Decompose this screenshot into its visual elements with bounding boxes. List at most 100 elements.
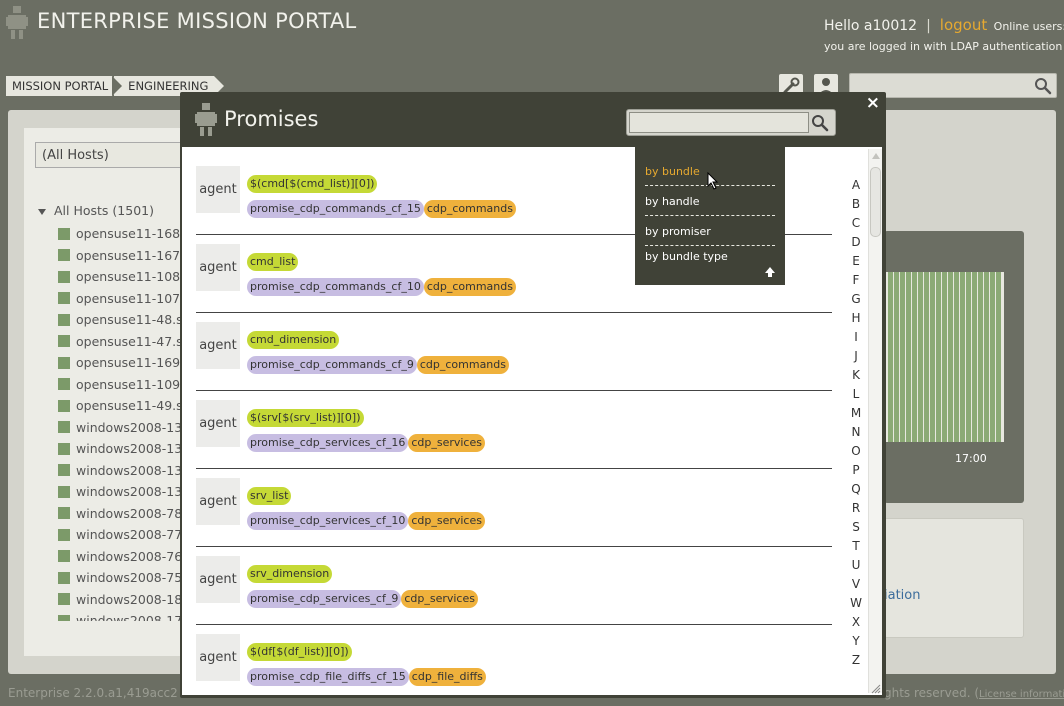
logout-link[interactable]: logout [939,16,988,34]
alphabet-letter[interactable]: K [852,368,860,382]
alphabet-letter[interactable]: O [851,444,861,458]
host-status-icon [58,356,70,369]
host-item[interactable]: opensuse11-167.s [58,245,183,267]
handle-tag[interactable]: promise_cdp_services_cf_16 [247,434,409,452]
close-button[interactable]: × [865,93,880,113]
auth-status: you are logged in with LDAP authenticati… [824,40,1063,53]
host-status-icon [58,227,70,240]
resize-grip-icon[interactable] [871,684,881,694]
promiser-tag[interactable]: srv_dimension [247,565,333,583]
host-item[interactable]: opensuse11-49.st [58,395,183,417]
host-item[interactable]: opensuse11-48.st [58,309,183,331]
alphabet-letter[interactable]: M [850,406,862,420]
handle-tag[interactable]: promise_cdp_file_diffs_cf_15 [247,668,409,686]
host-item[interactable]: opensuse11-47.st [58,331,183,353]
bundle-tag[interactable]: cdp_services [401,590,478,608]
alphabet-letter[interactable]: X [851,615,861,629]
promiser-tag[interactable]: $(df[$(df_list)][0]) [247,643,352,661]
alphabet-letter[interactable]: S [852,520,860,534]
alphabet-letter[interactable]: H [851,311,861,325]
breadcrumb-mission-portal[interactable]: MISSION PORTAL [6,76,123,96]
alphabet-letter[interactable]: D [851,235,861,249]
promise-type-label: agent [196,634,240,681]
alphabet-letter[interactable]: Y [852,634,860,648]
license-link[interactable]: License information [979,689,1064,700]
host-item[interactable]: opensuse11-168.s [58,223,183,245]
host-item[interactable]: windows2008-75. [58,567,183,589]
collapse-arrow-icon[interactable] [38,208,46,215]
alphabet-letter[interactable]: V [851,577,861,591]
info-link[interactable]: iation [884,588,921,603]
host-status-icon [58,249,70,262]
alphabet-letter[interactable]: E [852,254,860,268]
host-item[interactable]: windows2008-138 [58,417,183,439]
promiser-tag[interactable]: $(srv[$(srv_list)][0]) [247,409,364,427]
chart-bar [948,272,953,442]
alphabet-letter[interactable]: Z [851,653,861,667]
bundle-tag[interactable]: cdp_services [408,512,485,530]
host-item[interactable]: windows2008-76. [58,546,183,568]
host-item[interactable]: windows2008-136 [58,460,183,482]
alphabet-letter[interactable]: G [851,292,861,306]
host-item[interactable]: opensuse11-109.s [58,374,183,396]
dropdown-item-by-bundle-type[interactable]: by bundle type [645,250,728,263]
breadcrumb-engineering[interactable]: ENGINEERING [112,76,225,96]
alphabet-letter[interactable]: F [852,273,860,287]
host-item[interactable]: windows2008-78. [58,503,183,525]
chart-bar [966,272,971,442]
host-filter-select[interactable]: (All Hosts) [35,142,185,168]
collapse-up-arrow-icon[interactable] [764,266,776,278]
alphabet-letter[interactable]: B [851,197,861,211]
bundle-tag[interactable]: cdp_services [408,434,485,452]
host-item[interactable]: opensuse11-169.s [58,352,183,374]
bundle-tag[interactable]: cdp_file_diffs [408,668,486,686]
promiser-tag[interactable]: srv_list [247,487,292,505]
search-icon[interactable] [811,114,829,132]
handle-tag[interactable]: promise_cdp_commands_cf_10 [247,278,424,296]
alphabet-letter[interactable]: A [851,178,861,192]
bundle-tag[interactable]: cdp_commands [423,200,516,218]
alphabet-letter[interactable]: W [850,596,862,610]
bundle-tag[interactable]: cdp_commands [423,278,516,296]
chart-bars [888,272,1001,442]
alphabet-letter[interactable]: J [854,349,858,363]
handle-tag[interactable]: promise_cdp_services_cf_10 [247,512,409,530]
host-item[interactable]: windows2008-17. [58,610,183,621]
alphabet-letter[interactable]: T [852,539,860,553]
search-icon[interactable] [1034,77,1052,95]
tree-root-all-hosts[interactable]: All Hosts (1501) [38,203,154,218]
promiser-tag[interactable]: $(cmd[$(cmd_list)][0]) [247,175,378,193]
host-status-icon [58,292,70,305]
host-item[interactable]: opensuse11-107.s [58,288,183,310]
promiser-tag[interactable]: cmd_list [247,253,299,271]
scrollbar[interactable] [868,149,882,693]
host-item[interactable]: windows2008-137 [58,438,183,460]
alphabet-letter[interactable]: N [851,425,861,439]
alphabet-letter[interactable]: C [851,216,861,230]
alphabet-letter[interactable]: L [852,387,860,401]
alphabet-letter[interactable]: U [851,558,861,572]
promiser-tag[interactable]: cmd_dimension [247,331,340,349]
scrollbar-thumb[interactable] [870,167,881,237]
alphabet-letter[interactable]: Q [851,482,861,496]
alphabet-letter[interactable]: P [852,463,860,477]
promise-tags: $(srv[$(srv_list)][0]) promise_cdp_servic… [247,406,485,452]
host-item[interactable]: windows2008-135 [58,481,183,503]
handle-tag[interactable]: promise_cdp_commands_cf_9 [247,356,417,374]
host-item[interactable]: windows2008-77. [58,524,183,546]
handle-tag[interactable]: promise_cdp_services_cf_9 [247,590,402,608]
dropdown-item-by-handle[interactable]: by handle [645,195,700,208]
chart-bar [978,272,983,442]
dropdown-item-by-promiser[interactable]: by promiser [645,225,711,238]
promise-type-label: agent [196,244,240,291]
scroll-up-arrow-icon[interactable] [872,153,880,159]
host-status-icon [58,550,70,563]
host-item[interactable]: opensuse11-108.s [58,266,183,288]
bundle-tag[interactable]: cdp_commands [416,356,509,374]
handle-tag[interactable]: promise_cdp_commands_cf_15 [247,200,424,218]
alphabet-letter[interactable]: R [851,501,861,515]
alphabet-letter[interactable]: I [854,330,858,344]
dropdown-item-by-bundle[interactable]: by bundle [645,165,700,178]
promise-search-input[interactable] [629,112,809,133]
host-item[interactable]: windows2008-18. [58,589,183,611]
